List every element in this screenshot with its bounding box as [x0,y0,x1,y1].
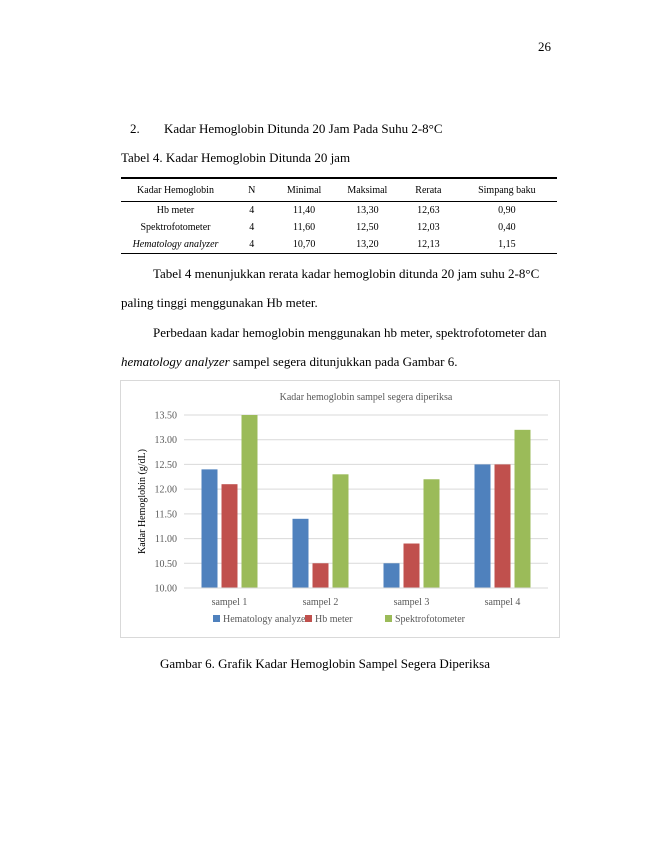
section-number: 2. [130,121,140,136]
y-tick-label: 12.50 [155,460,178,471]
x-tick-label: sampel 3 [394,597,430,608]
table-header-row: Kadar Hemoglobin N Minimal Maksimal Rera… [121,178,557,202]
column-header: Rerata [415,184,442,196]
bar-hematology-analyzer [201,469,218,588]
table-cell: 1,15 [498,239,516,250]
table-caption: Tabel 4. Kadar Hemoglobin Ditunda 20 jam [121,150,351,165]
table-cell: 4 [249,205,255,216]
bar-spektrofotometer [241,415,258,588]
column-header: Maksimal [347,184,388,196]
paragraph-italic-text: hematology analyzer [121,354,230,369]
table-cell: 13,20 [356,239,379,250]
y-tick-label: 13.50 [155,411,178,422]
chart-title: Kadar hemoglobin sampel segera diperiksa [280,392,453,403]
table-row: Hematology analyzer 4 10,70 13,20 12,13 … [121,236,557,254]
y-tick-label: 11.00 [155,534,177,545]
y-tick-label: 11.50 [155,509,177,520]
column-header: Simpang baku [478,184,536,196]
bar-hb-meter [403,543,420,588]
column-header: Minimal [286,184,322,196]
x-tick-label: sampel 1 [212,597,248,608]
y-tick-label: 10.50 [155,559,178,570]
table-cell: Spektrofotometer [140,222,211,233]
paragraph-2-line-1: Perbedaan kadar hemoglobin menggunakan h… [121,325,557,341]
y-tick-label: 10.00 [155,584,178,595]
figure-caption: Gambar 6. Grafik Kadar Hemoglobin Sampel… [160,656,490,671]
bar-spektrofotometer [423,479,440,588]
hemoglobin-chart: Kadar hemoglobin sampel segera diperiksa… [120,380,560,638]
bar-hematology-analyzer [292,518,309,588]
legend-swatch [213,615,220,622]
column-header: N [248,184,256,196]
section-title: Kadar Hemoglobin Ditunda 20 Jam Pada Suh… [164,121,443,136]
table-cell: 11,60 [293,222,316,233]
paragraph-1-line-2: paling tinggi menggunakan Hb meter. [121,295,318,310]
y-axis-label: Kadar Hemoglobin (g/dL) [137,449,148,554]
legend-label: Hematology analyzer [223,614,309,625]
paragraph-text: Tabel 4 menunjukkan rerata kadar hemoglo… [153,266,540,281]
x-tick-label: sampel 4 [485,597,521,608]
paragraph-1-line-1: Tabel 4 menunjukkan rerata kadar hemoglo… [121,266,557,282]
x-tick-label: sampel 2 [303,597,339,608]
paragraph-text: Perbedaan kadar hemoglobin menggunakan h… [153,325,547,340]
hemoglobin-table: Kadar Hemoglobin N Minimal Maksimal Rera… [121,177,557,254]
bar-hematology-analyzer [474,464,491,588]
paragraph-2-line-2: hematology analyzer sampel segera ditunj… [121,354,557,370]
table-cell: 12,13 [417,239,440,250]
table-cell: 4 [249,239,255,250]
table-cell: 0,40 [498,222,516,233]
y-tick-label: 12.00 [155,485,178,496]
table-cell: 10,70 [292,239,316,250]
table-cell: 12,50 [356,222,379,233]
bar-hb-meter [221,484,238,588]
column-header: Kadar Hemoglobin [137,184,214,196]
table-cell: 13,30 [356,205,379,216]
legend-label: Spektrofotometer [395,614,466,625]
table-cell: 12,03 [417,222,440,233]
bar-hb-meter [494,464,511,588]
legend-label: Hb meter [315,614,353,625]
bar-hematology-analyzer [383,563,400,588]
chart-canvas: Kadar hemoglobin sampel segera diperiksa… [137,392,548,625]
table-cell: Hematology analyzer [132,239,219,250]
bar-spektrofotometer [332,474,349,588]
bar-spektrofotometer [514,429,531,588]
section-heading: 2. Kadar Hemoglobin Ditunda 20 Jam Pada S… [130,121,443,137]
bar-hb-meter [312,563,329,588]
table-row: Hb meter 4 11,40 13,30 12,63 0,90 [121,202,557,220]
legend-swatch [305,615,312,622]
table-cell: 0,90 [498,205,516,216]
legend-swatch [385,615,392,622]
table-cell: 12,63 [417,205,440,216]
y-tick-label: 13.00 [155,435,178,446]
table-cell: 11,40 [293,205,316,216]
table-cell: Hb meter [156,205,195,216]
page-number: 26 [538,39,551,54]
table-cell: 4 [249,222,255,233]
table-row: Spektrofotometer 4 11,60 12,50 12,03 0,4… [121,219,557,236]
paragraph-text: sampel segera ditunjukkan pada Gambar 6. [229,354,458,369]
